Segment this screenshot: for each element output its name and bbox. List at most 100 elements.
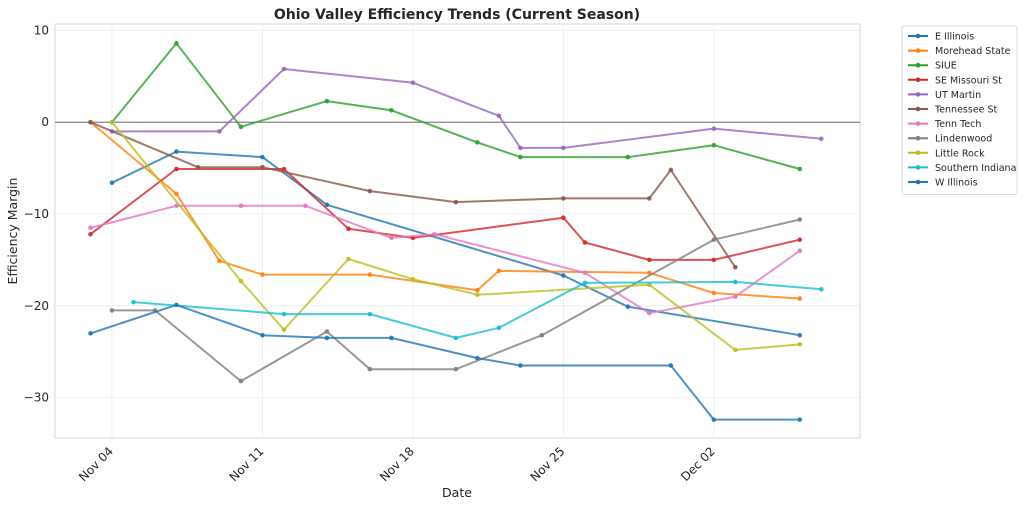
legend-item-tenn-tech: Tenn Tech	[908, 119, 981, 130]
data-point-morehead-state	[217, 258, 222, 264]
series-tennessee-st	[88, 119, 738, 270]
data-point-morehead-state	[174, 191, 179, 197]
data-point-southern-indiana	[367, 311, 373, 317]
data-point-southern-indiana	[453, 335, 459, 341]
series-little-rock	[109, 119, 803, 353]
data-point-tenn-tech	[88, 225, 93, 231]
data-point-se-missouri-st	[647, 257, 652, 263]
series-line-tenn-tech	[90, 204, 801, 315]
data-point-little-rock	[647, 282, 652, 288]
data-point-ut-martin	[711, 126, 717, 131]
data-point-lindenwood	[711, 237, 717, 243]
legend-marker	[915, 165, 921, 170]
legend-item-morehead-state: Morehead State	[908, 46, 1011, 57]
x-tick-label: Nov 25	[528, 444, 568, 484]
data-point-se-missouri-st	[582, 240, 588, 245]
legend-label: Morehead State	[935, 46, 1011, 57]
data-point-lindenwood	[797, 217, 803, 222]
data-point-siue	[238, 124, 244, 130]
legend-label: Little Rock	[935, 148, 985, 159]
data-point-siue	[625, 154, 631, 160]
data-point-little-rock	[797, 342, 803, 347]
data-point-southern-indiana	[496, 325, 502, 331]
data-point-tenn-tech	[733, 294, 738, 299]
data-point-tenn-tech	[389, 235, 394, 241]
data-point-little-rock	[410, 276, 416, 282]
legend-item-little-rock: Little Rock	[908, 148, 985, 159]
data-point-morehead-state	[475, 287, 480, 293]
data-point-morehead-state	[367, 272, 373, 277]
legend-item-w-illinois: W Illinois	[908, 178, 978, 189]
data-point-ut-martin	[561, 145, 566, 151]
legend-marker	[915, 121, 921, 126]
data-point-se-missouri-st	[711, 257, 717, 263]
series-line-southern-indiana	[133, 280, 822, 339]
legend-marker	[915, 33, 921, 39]
data-point-ut-martin	[410, 80, 416, 86]
data-point-se-missouri-st	[174, 166, 179, 172]
data-point-ut-martin	[518, 145, 523, 151]
data-point-lindenwood	[453, 366, 459, 372]
data-point-tennessee-st	[453, 199, 459, 205]
data-point-ut-martin	[496, 113, 502, 119]
data-point-lindenwood	[238, 378, 244, 384]
legend-item-lindenwood: Lindenwood	[908, 134, 992, 145]
data-point-se-missouri-st	[561, 215, 566, 220]
series-southern-indiana	[131, 279, 824, 341]
data-point-southern-indiana	[131, 299, 136, 305]
data-point-tennessee-st	[367, 188, 373, 194]
data-point-tenn-tech	[238, 203, 244, 209]
data-point-se-missouri-st	[88, 231, 93, 237]
data-point-siue	[518, 154, 523, 160]
data-point-w-illinois	[174, 302, 179, 308]
data-point-morehead-state	[711, 290, 717, 296]
series-tenn-tech	[88, 203, 803, 316]
data-point-se-missouri-st	[281, 166, 287, 172]
data-point-siue	[475, 140, 480, 145]
data-point-southern-indiana	[582, 280, 588, 286]
series-e-illinois	[109, 149, 803, 338]
legend-marker	[915, 92, 921, 97]
x-tick-label: Nov 04	[76, 444, 116, 484]
data-point-siue	[324, 98, 330, 104]
data-point-siue	[174, 40, 179, 46]
x-tick-label: Dec 02	[678, 444, 718, 484]
data-point-w-illinois	[260, 332, 265, 338]
data-point-siue	[389, 107, 394, 113]
legend-item-siue: SIUE	[908, 61, 957, 72]
legend-label: Tenn Tech	[934, 119, 981, 130]
data-point-morehead-state	[496, 268, 502, 274]
series-se-missouri-st	[88, 166, 803, 263]
data-point-w-illinois	[389, 335, 394, 341]
data-point-se-missouri-st	[346, 226, 351, 232]
data-point-e-illinois	[109, 180, 115, 186]
data-point-lindenwood	[539, 332, 545, 338]
data-point-southern-indiana	[733, 279, 738, 285]
data-point-little-rock	[733, 347, 738, 353]
legend-item-ut-martin: UT Martin	[908, 90, 981, 101]
data-point-tennessee-st	[733, 264, 738, 270]
data-point-e-illinois	[324, 202, 330, 208]
data-point-tenn-tech	[174, 203, 179, 209]
x-axis: Nov 04 Nov 11 Nov 18 Nov 25 Dec 02	[76, 444, 718, 484]
data-point-little-rock	[281, 327, 287, 332]
legend-label: E Illinois	[935, 32, 974, 43]
legend-label: Tennessee St	[934, 105, 998, 116]
legend-label: UT Martin	[935, 90, 981, 101]
legend-item-tennessee-st: Tennessee St	[908, 105, 998, 116]
legend-marker	[915, 179, 921, 185]
series-layer	[88, 40, 824, 422]
legend: E Illinois Morehead State SIUE SE Missouri …	[901, 25, 1018, 196]
data-point-w-illinois	[475, 355, 480, 361]
data-point-e-illinois	[625, 304, 631, 310]
data-point-siue	[711, 142, 717, 148]
data-point-tennessee-st	[260, 164, 265, 170]
y-tick-label: −10	[24, 207, 49, 221]
data-point-tenn-tech	[303, 203, 308, 209]
series-line-se-missouri-st	[89, 168, 801, 261]
y-tick-label: −30	[24, 391, 49, 405]
y-axis-label: Efficiency Margin	[5, 178, 20, 285]
legend-label: Lindenwood	[935, 134, 992, 145]
data-point-e-illinois	[174, 149, 179, 154]
legend-label: W Illinois	[935, 178, 978, 189]
